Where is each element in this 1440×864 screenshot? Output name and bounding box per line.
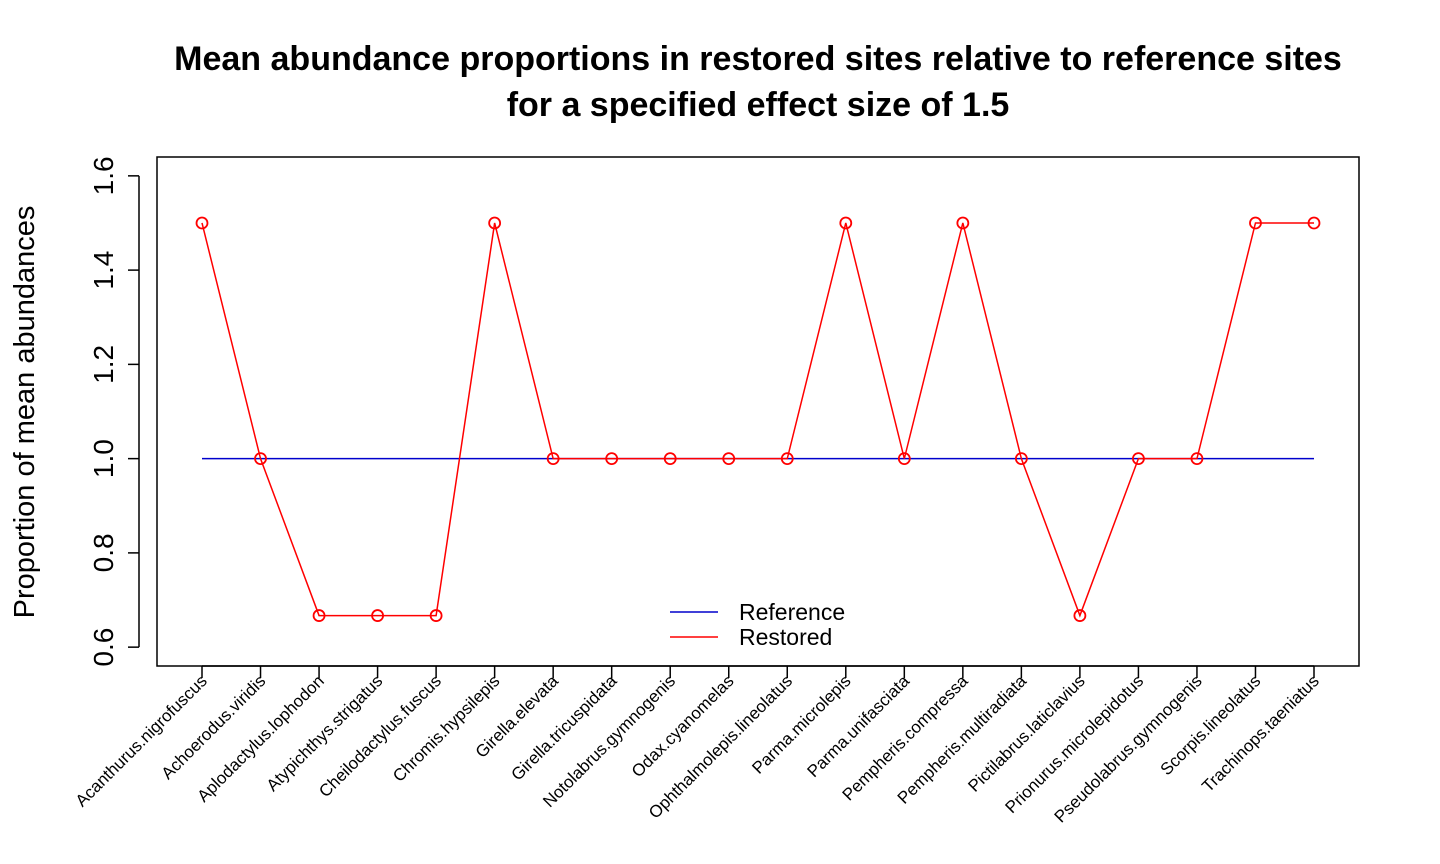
x-tick-label: Parma.microlepis (748, 671, 854, 777)
data-point-restored (663, 452, 677, 466)
legend-label-restored: Restored (739, 624, 832, 650)
data-point-restored (1014, 452, 1028, 466)
chart-title: Mean abundance proportions in restored s… (174, 40, 1342, 78)
x-tick-label: Pictilabrus.laticlavius (964, 671, 1088, 795)
data-point-restored (722, 452, 736, 466)
data-point-restored (546, 452, 560, 466)
y-tick-label: 0.8 (88, 533, 119, 572)
data-point-restored (897, 452, 911, 466)
y-tick-label: 1.4 (88, 251, 119, 290)
x-tick-label: Chromis.hypsilepis (389, 671, 503, 785)
y-tick-label: 1.6 (88, 156, 119, 195)
y-axis-label: Proportion of mean abundances (9, 206, 41, 619)
data-point-restored (1307, 216, 1321, 230)
chart-subtitle: for a specified effect size of 1.5 (507, 86, 1010, 124)
x-tick-label: Scorpis.lineolatus (1157, 671, 1265, 779)
x-tick-label: Trachinops.taeniatus (1198, 671, 1323, 796)
series-line-restored (201, 222, 1314, 618)
legend-label-reference: Reference (739, 599, 845, 625)
x-tick-label: Achoerodus.viridis (158, 671, 270, 783)
data-point-restored (312, 609, 326, 622)
series-layer (195, 216, 1321, 622)
y-tick-label: 1.0 (88, 439, 119, 478)
data-point-restored (429, 609, 443, 622)
y-axis: 0.6 0.8 1.0 1.2 1.4 1.6 (88, 156, 140, 667)
x-axis: Acanthurus.nigrofuscusAchoerodus.viridis… (72, 665, 1323, 827)
x-tick-label: Parma.unifasciata (803, 671, 913, 781)
data-point-restored (1190, 452, 1204, 466)
y-tick-label: 0.6 (88, 628, 119, 667)
data-point-restored (488, 216, 502, 230)
data-point-restored (371, 609, 384, 622)
data-point-restored (780, 452, 794, 466)
data-point-restored (1073, 609, 1087, 622)
data-point-restored (605, 452, 619, 466)
data-point-restored (1249, 216, 1262, 230)
data-point-restored (254, 452, 267, 466)
x-tick-label: Girella.tricuspidata (508, 671, 621, 784)
legend: Reference Restored (670, 599, 845, 650)
x-tick-label: Atypichthys.strigatus (263, 671, 387, 795)
data-point-restored (1132, 452, 1145, 466)
plot-frame (156, 156, 1360, 667)
data-point-restored (195, 216, 209, 230)
x-tick-label: Odax.cyanomelas (628, 671, 738, 781)
y-tick-label: 1.2 (88, 345, 119, 384)
data-point-restored (839, 216, 853, 230)
data-point-restored (956, 216, 970, 230)
